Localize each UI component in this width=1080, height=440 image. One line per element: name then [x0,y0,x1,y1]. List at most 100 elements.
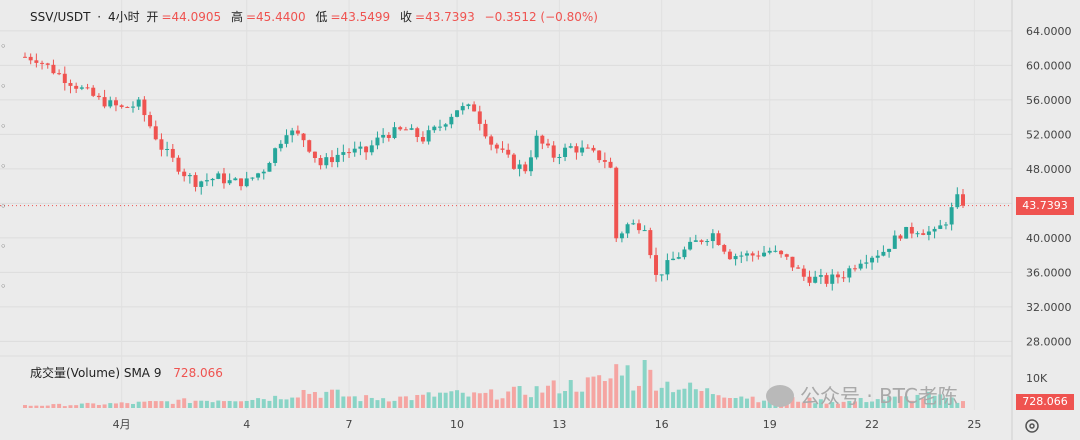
tool-marker-icon[interactable]: ◦ [0,240,7,253]
volume-bar [153,401,158,408]
candle-body [921,233,926,235]
candle [233,177,238,181]
candle [403,126,408,131]
candle-body [665,260,670,275]
candle-body [483,123,488,137]
gear-icon[interactable] [1022,416,1042,436]
candle [744,250,749,262]
volume-bar [870,401,875,408]
candle-body [489,136,494,145]
candle-body [142,99,147,116]
volume-bar [136,401,141,408]
candle [176,155,181,175]
price-tick-label: 56.0000 [1026,94,1072,107]
volume-bar [398,396,403,408]
volume-bar [426,392,431,408]
candle [301,133,306,148]
candle [216,171,221,180]
volume-bar [642,360,647,408]
volume-bar [506,391,511,408]
candle-body [113,100,118,106]
candle-body [233,178,238,181]
candle [955,187,960,209]
price-tick-label: 36.0000 [1026,266,1072,279]
candle [835,271,840,284]
candle-body [796,267,801,269]
candle [961,189,965,208]
tool-marker-icon[interactable]: ◦ [0,200,7,213]
candle-body [165,148,170,150]
candle [625,222,630,238]
candle [432,125,437,133]
tool-marker-icon[interactable]: ◦ [0,40,7,53]
candle [540,134,545,150]
candle [244,171,249,188]
volume-bar [142,401,147,408]
candle-body [204,180,209,182]
candle-body [955,194,960,208]
volume-bar [591,376,596,408]
volume-bar [915,394,920,408]
change-value: −0.3512 (−0.80%) [484,10,598,24]
volume-bar [750,396,755,408]
volume-bar [28,405,33,408]
tool-marker-icon[interactable]: ◦ [0,80,7,93]
candle-body [671,258,676,261]
candle [938,219,943,230]
candle [91,85,96,98]
candle [943,221,948,230]
candle [659,274,664,282]
volume-bar [221,401,226,408]
candle-body [85,87,90,89]
volume-bar [659,387,664,408]
volume-bar [420,394,425,408]
symbol-label[interactable]: SSV/USDT [30,10,91,24]
volume-bar [534,386,539,408]
tool-marker-icon[interactable]: ◦ [0,280,7,293]
volume-bar [369,397,374,408]
candle-body [466,104,471,107]
candle-body [790,256,795,268]
candle [665,253,670,281]
volume-bar [608,378,613,408]
candle [261,169,266,180]
candle [466,103,471,110]
volume-bar [273,395,278,408]
tool-marker-icon[interactable]: ◦ [0,120,7,133]
candle [511,152,516,170]
price-tick-label: 60.0000 [1026,59,1072,72]
volume-bar [756,402,761,408]
candle-body [23,56,27,58]
low-label: 低 [315,10,328,24]
candle-body [239,178,244,187]
volume-bar [85,402,90,408]
candle [756,250,761,260]
volume-bar [34,405,39,408]
candle-body [699,240,704,242]
tool-marker-icon[interactable]: ◦ [0,160,7,173]
candle-body [716,233,721,246]
volume-bar [409,400,414,408]
candle [443,123,448,131]
candle [574,143,579,160]
candle [136,97,141,110]
candle-body [96,95,101,98]
candle-body [676,257,681,259]
volume-bar [199,400,204,408]
candle [193,172,198,192]
candle-body [312,151,317,159]
interval-label[interactable]: 4小时 [107,10,140,24]
volume-bar [494,399,499,408]
high-value: =45.4400 [245,10,306,24]
volume-bar [108,403,113,408]
volume-bar [148,400,153,408]
candle [932,226,937,239]
candle [915,231,920,238]
volume-bar [563,391,568,408]
candle [813,270,818,284]
watermark: 公众号 · BTC老陈 [766,380,958,409]
candle-body [762,252,767,257]
volume-bar [295,397,300,408]
candle-body [420,137,425,142]
candle-body [500,148,505,150]
